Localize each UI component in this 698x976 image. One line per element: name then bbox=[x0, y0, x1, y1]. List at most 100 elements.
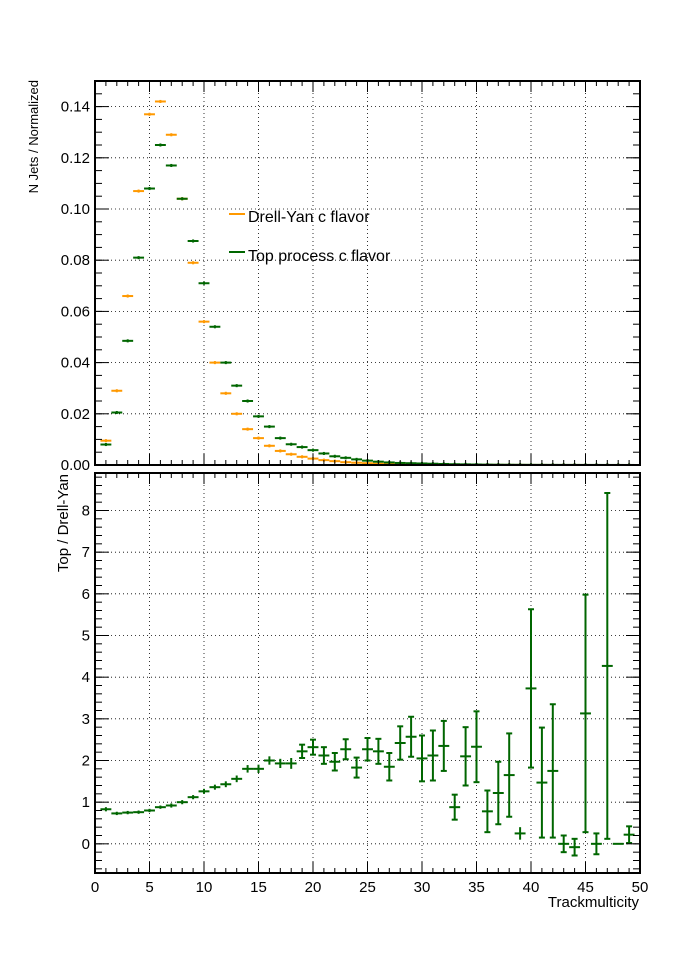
bottom-y-axis-title: Top / Drell-Yan bbox=[55, 474, 72, 572]
top-y-tick-label: 0.02 bbox=[61, 406, 90, 423]
bottom-y-tick-label: 7 bbox=[82, 544, 90, 561]
top-data-point bbox=[285, 452, 297, 456]
top-y-tick-label: 0.08 bbox=[61, 252, 90, 269]
top-data-point bbox=[318, 451, 330, 456]
top-axes: 0.00 0.02 0.04 0.06 0.08 0.10 0.12 0.14 bbox=[61, 80, 641, 474]
top-data-point bbox=[220, 391, 232, 395]
bottom-data-point bbox=[351, 756, 363, 779]
top-y-tick-label: 0.10 bbox=[61, 201, 90, 218]
top-series-1 bbox=[100, 143, 635, 466]
bottom-data-point bbox=[525, 608, 537, 769]
bottom-data-point bbox=[372, 737, 384, 765]
top-data-point bbox=[198, 320, 210, 324]
bottom-data-point bbox=[220, 781, 232, 788]
x-tick-label: 30 bbox=[414, 879, 431, 896]
top-data-point bbox=[263, 425, 275, 429]
top-data-point bbox=[329, 454, 341, 458]
top-data-point bbox=[296, 455, 308, 459]
top-y-tick-label: 0.00 bbox=[61, 457, 90, 474]
bottom-y-tick-label: 6 bbox=[82, 586, 90, 603]
bottom-y-tick-label: 3 bbox=[82, 711, 90, 728]
top-data-point bbox=[165, 163, 177, 168]
top-data-point bbox=[253, 436, 264, 440]
top-series-0 bbox=[100, 99, 635, 466]
bottom-data-point bbox=[569, 837, 581, 857]
legend-label-top: Top process c flavor bbox=[248, 248, 391, 265]
bottom-data-point bbox=[144, 808, 155, 813]
bottom-data-points bbox=[100, 492, 635, 857]
x-tick-label: 20 bbox=[305, 879, 322, 896]
top-data-point bbox=[209, 325, 221, 329]
legend: Drell-Yan c flavor Top process c flavor bbox=[229, 209, 391, 265]
top-y-tick-label: 0.12 bbox=[61, 150, 90, 167]
bottom-data-point bbox=[133, 810, 145, 814]
bottom-data-point bbox=[405, 715, 417, 758]
bottom-data-point bbox=[481, 789, 493, 834]
top-data-point bbox=[144, 186, 155, 191]
bottom-data-point bbox=[111, 811, 123, 816]
top-data-points bbox=[100, 99, 635, 466]
bottom-data-point bbox=[503, 732, 515, 818]
bottom-y-tick-label: 1 bbox=[82, 794, 90, 811]
x-tick-label: 15 bbox=[250, 879, 267, 896]
bottom-y-tick-label: 5 bbox=[82, 628, 90, 645]
bottom-data-point bbox=[623, 825, 635, 844]
bottom-data-point bbox=[383, 752, 395, 782]
bottom-y-tick-label: 4 bbox=[82, 669, 90, 686]
bottom-data-point bbox=[416, 734, 428, 783]
top-data-point bbox=[296, 445, 308, 449]
x-tick-label: 25 bbox=[359, 879, 376, 896]
top-data-point bbox=[133, 256, 145, 260]
top-data-point bbox=[198, 281, 210, 285]
bottom-data-point bbox=[492, 760, 504, 826]
bottom-data-point bbox=[580, 593, 591, 834]
x-tick-label: 45 bbox=[577, 879, 594, 896]
bottom-data-point bbox=[100, 807, 112, 812]
bottom-data-point bbox=[263, 756, 275, 765]
top-data-point bbox=[122, 294, 134, 298]
top-data-point bbox=[253, 414, 264, 418]
top-data-point bbox=[176, 197, 188, 201]
bottom-data-point bbox=[601, 492, 613, 840]
bottom-data-point bbox=[209, 784, 221, 790]
top-data-point bbox=[231, 412, 243, 416]
x-axis-title: Trackmulticity bbox=[548, 894, 640, 911]
bottom-grid bbox=[95, 473, 640, 873]
top-data-point bbox=[111, 389, 123, 393]
bottom-data-point bbox=[122, 810, 134, 815]
bottom-data-point bbox=[340, 738, 352, 761]
top-data-point bbox=[307, 448, 319, 452]
top-data-point bbox=[100, 442, 112, 447]
bottom-plot-frame bbox=[94, 472, 641, 874]
top-data-point bbox=[122, 339, 134, 343]
bottom-data-point bbox=[471, 710, 482, 784]
top-data-point bbox=[111, 410, 123, 415]
top-data-point bbox=[231, 384, 243, 388]
top-data-point bbox=[187, 261, 199, 265]
bottom-data-point bbox=[198, 788, 210, 794]
top-data-point bbox=[209, 361, 221, 365]
top-panel: 0.00 0.02 0.04 0.06 0.08 0.10 0.12 0.14 N Jets … bbox=[26, 80, 641, 474]
bottom-data-point bbox=[394, 725, 406, 761]
bottom-data-point bbox=[558, 834, 570, 854]
top-data-point bbox=[154, 143, 166, 147]
top-data-point bbox=[154, 99, 166, 104]
top-data-point bbox=[242, 399, 254, 403]
bottom-data-point bbox=[165, 803, 177, 808]
bottom-data-point bbox=[274, 758, 286, 768]
bottom-y-tick-label: 2 bbox=[82, 753, 90, 770]
top-y-axis-title: N Jets / Normalized bbox=[26, 80, 41, 193]
bottom-data-point bbox=[329, 752, 341, 772]
top-data-point bbox=[187, 239, 199, 243]
x-tick-label: 0 bbox=[91, 879, 99, 896]
top-data-point bbox=[285, 442, 297, 446]
x-tick-label: 50 bbox=[632, 879, 649, 896]
top-data-point bbox=[100, 439, 112, 443]
bottom-series-0 bbox=[100, 492, 635, 857]
bottom-y-tick-label: 0 bbox=[82, 836, 90, 853]
bottom-data-point bbox=[307, 738, 319, 756]
top-data-point bbox=[263, 444, 275, 448]
bottom-data-point bbox=[590, 832, 602, 856]
